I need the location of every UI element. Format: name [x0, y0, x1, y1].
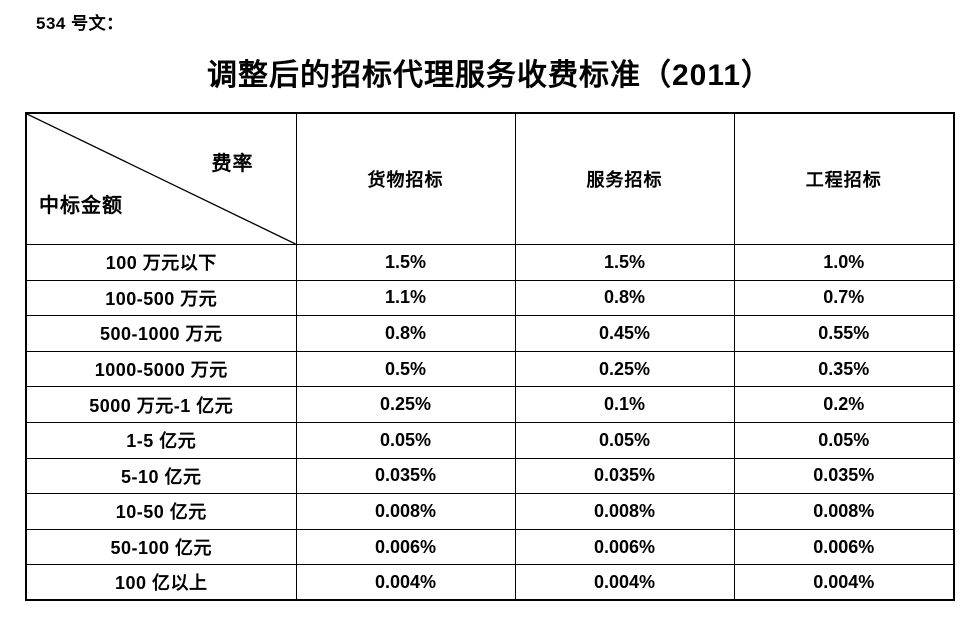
fee-rate-table: 费率 中标金额 货物招标 服务招标 工程招标 100 万元以下 1.5% 1.5…	[25, 112, 955, 602]
fee-value-cell: 0.006%	[733, 528, 955, 566]
row-label: 5000 万元-1 亿元	[25, 386, 297, 423]
fee-value-cell: 0.004%	[733, 564, 955, 601]
fee-value-cell: 0.55%	[733, 315, 955, 352]
row-label: 1000-5000 万元	[25, 350, 297, 388]
row-label: 50-100 亿元	[25, 528, 297, 566]
row-label: 100 万元以下	[25, 244, 297, 281]
row-label: 100-500 万元	[25, 279, 297, 317]
fee-value-cell: 0.8%	[295, 315, 516, 352]
page-title: 调整后的招标代理服务收费标准（2011）	[206, 59, 773, 92]
table-row: 10-50 亿元 0.008% 0.008% 0.008%	[25, 493, 955, 530]
fee-value-cell: 1.0%	[733, 244, 955, 281]
fee-value-cell: 0.2%	[733, 386, 955, 423]
corner-bid-amount-label: 中标金额	[39, 195, 123, 217]
fee-value-cell: 1.5%	[514, 244, 735, 281]
diagonal-divider-line	[27, 114, 296, 244]
column-header-goods-bidding: 货物招标	[295, 112, 516, 245]
doc-number-label: 534 号文：	[36, 14, 124, 33]
table-header-row: 费率 中标金额 货物招标 服务招标 工程招标	[25, 112, 955, 245]
fee-value-cell: 0.8%	[514, 279, 735, 317]
fee-value-cell: 0.35%	[733, 350, 955, 388]
row-label: 100 亿以上	[25, 564, 297, 601]
fee-value-cell: 0.008%	[514, 493, 735, 530]
fee-value-cell: 0.05%	[514, 421, 735, 459]
corner-cell-inner: 费率 中标金额	[27, 114, 296, 244]
table-row: 1000-5000 万元 0.5% 0.25% 0.35%	[25, 350, 955, 388]
column-header-service-bidding: 服务招标	[514, 112, 735, 245]
table-row: 500-1000 万元 0.8% 0.45% 0.55%	[25, 315, 955, 352]
table-row: 5-10 亿元 0.035% 0.035% 0.035%	[25, 457, 955, 495]
fee-value-cell: 0.25%	[295, 386, 516, 423]
fee-value-cell: 0.006%	[514, 528, 735, 566]
fee-value-cell: 0.004%	[295, 564, 516, 601]
corner-fee-rate-label: 费率	[211, 153, 254, 175]
row-label: 10-50 亿元	[25, 493, 297, 530]
fee-value-cell: 0.008%	[295, 493, 516, 530]
fee-value-cell: 0.05%	[733, 421, 955, 459]
table-row: 50-100 亿元 0.006% 0.006% 0.006%	[25, 528, 955, 566]
table-row: 100 亿以上 0.004% 0.004% 0.004%	[25, 564, 955, 601]
column-header-engineering-bidding: 工程招标	[733, 112, 955, 245]
row-label: 5-10 亿元	[25, 457, 297, 495]
fee-value-cell: 0.008%	[733, 493, 955, 530]
fee-value-cell: 0.1%	[514, 386, 735, 423]
fee-value-cell: 0.5%	[295, 350, 516, 388]
table-corner-cell: 费率 中标金额	[25, 112, 297, 245]
fee-value-cell: 0.035%	[295, 457, 516, 495]
row-label: 1-5 亿元	[25, 421, 297, 459]
fee-value-cell: 0.006%	[295, 528, 516, 566]
fee-value-cell: 0.25%	[514, 350, 735, 388]
fee-value-cell: 0.05%	[295, 421, 516, 459]
fee-value-cell: 0.035%	[733, 457, 955, 495]
table-row: 1-5 亿元 0.05% 0.05% 0.05%	[25, 421, 955, 459]
table-row: 100 万元以下 1.5% 1.5% 1.0%	[25, 244, 955, 281]
table-row: 100-500 万元 1.1% 0.8% 0.7%	[25, 279, 955, 317]
fee-value-cell: 1.5%	[295, 244, 516, 281]
fee-value-cell: 0.035%	[514, 457, 735, 495]
table-row: 5000 万元-1 亿元 0.25% 0.1% 0.2%	[25, 386, 955, 423]
row-label: 500-1000 万元	[25, 315, 297, 352]
fee-value-cell: 1.1%	[295, 279, 516, 317]
fee-value-cell: 0.004%	[514, 564, 735, 601]
fee-value-cell: 0.45%	[514, 315, 735, 352]
fee-value-cell: 0.7%	[733, 279, 955, 317]
